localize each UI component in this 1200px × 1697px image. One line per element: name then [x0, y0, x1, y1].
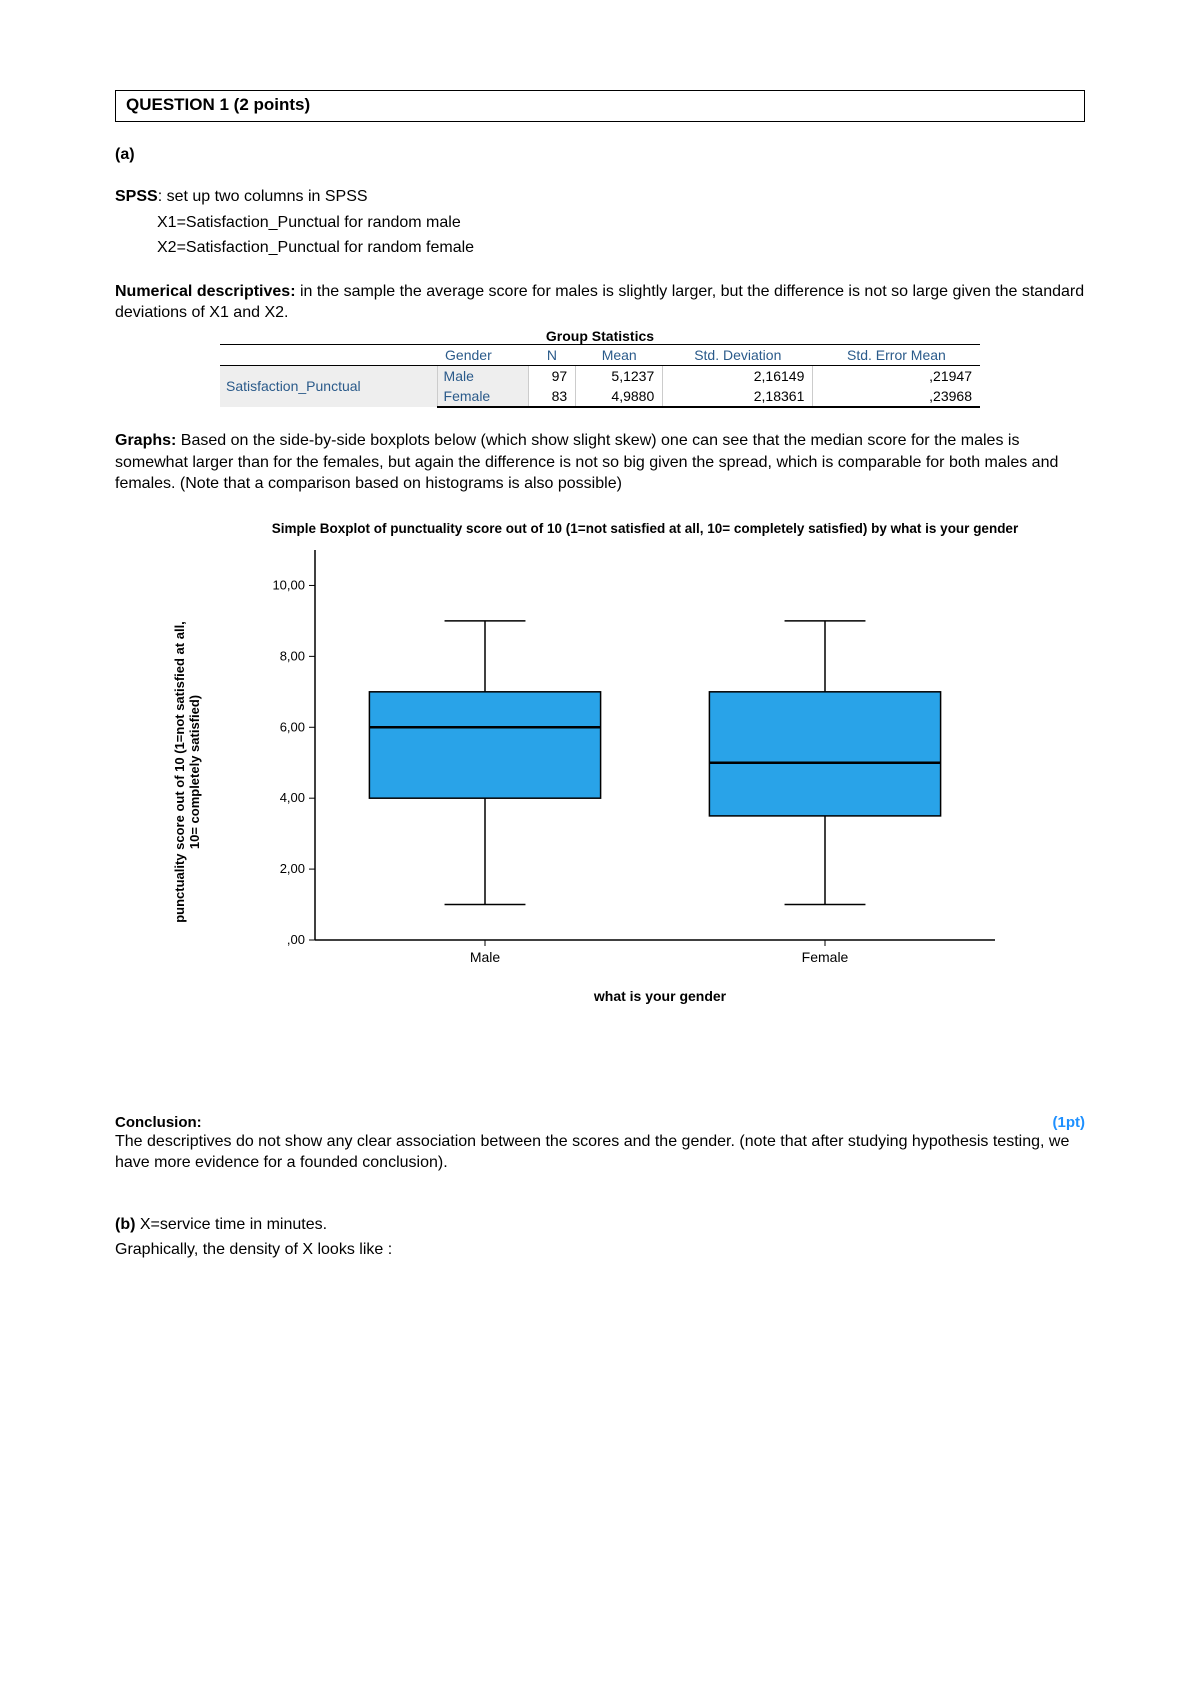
boxplot-chart: punctuality score out of 10 (1=not satis… [245, 540, 1015, 1004]
col-blank [220, 344, 437, 365]
cell-n: 97 [528, 365, 575, 386]
cell-sd: 2,16149 [663, 365, 813, 386]
cell-sem: ,21947 [813, 365, 980, 386]
col-sd: Std. Deviation [663, 344, 813, 365]
part-b-line1: (b) X=service time in minutes. [115, 1214, 1085, 1236]
numerical-descriptives: Numerical descriptives: in the sample th… [115, 281, 1085, 324]
part-b-bold: (b) [115, 1216, 135, 1233]
svg-text:2,00: 2,00 [280, 861, 305, 876]
spss-intro: SPSS: set up two columns in SPSS [115, 186, 1085, 208]
boxplot-svg: ,00 2,00 4,00 6,00 8,00 10,00 Male Female [245, 540, 1015, 970]
question-header: QUESTION 1 (2 points) [115, 90, 1085, 122]
cell-n: 83 [528, 386, 575, 407]
cell-gender: Female [437, 386, 528, 407]
stats-table-title: Group Statistics [115, 328, 1085, 344]
spss-intro-bold: SPSS [115, 188, 158, 205]
boxplot-ylabel: punctuality score out of 10 (1=not satis… [172, 572, 202, 972]
part-a-label: (a) [115, 146, 1085, 164]
svg-text:Female: Female [802, 949, 849, 965]
group-statistics-table: Gender N Mean Std. Deviation Std. Error … [220, 344, 980, 408]
svg-text:,00: ,00 [287, 932, 305, 947]
ylabel-line1: punctuality score out of 10 (1=not satis… [172, 621, 187, 923]
num-desc-bold: Numerical descriptives: [115, 283, 296, 300]
page: QUESTION 1 (2 points) (a) SPSS: set up t… [0, 0, 1200, 1325]
row-label: Satisfaction_Punctual [220, 365, 437, 407]
cell-sem: ,23968 [813, 386, 980, 407]
cell-mean: 4,9880 [576, 386, 663, 407]
conclusion-points: (1pt) [1053, 1114, 1086, 1131]
svg-text:10,00: 10,00 [272, 577, 305, 592]
graphs-bold: Graphs: [115, 432, 176, 449]
svg-text:Male: Male [470, 949, 501, 965]
graphs-text: Based on the side-by-side boxplots below… [115, 432, 1058, 492]
cell-sd: 2,18361 [663, 386, 813, 407]
svg-text:8,00: 8,00 [280, 648, 305, 663]
cell-gender: Male [437, 365, 528, 386]
part-b-line2: Graphically, the density of X looks like… [115, 1239, 1085, 1261]
col-sem: Std. Error Mean [813, 344, 980, 365]
svg-text:4,00: 4,00 [280, 790, 305, 805]
svg-text:6,00: 6,00 [280, 719, 305, 734]
col-gender: Gender [437, 344, 528, 365]
cell-mean: 5,1237 [576, 365, 663, 386]
col-mean: Mean [576, 344, 663, 365]
table-row: Satisfaction_Punctual Male 97 5,1237 2,1… [220, 365, 980, 386]
col-n: N [528, 344, 575, 365]
conclusion-text: The descriptives do not show any clear a… [115, 1131, 1085, 1174]
spss-line-2: X2=Satisfaction_Punctual for random fema… [115, 237, 1085, 259]
part-b-rest: X=service time in minutes. [135, 1216, 327, 1233]
ylabel-line2: 10= completely satisfied) [187, 572, 202, 972]
conclusion-bold: Conclusion: [115, 1114, 202, 1131]
boxplot-title: Simple Boxplot of punctuality score out … [245, 521, 1045, 538]
spss-line-1: X1=Satisfaction_Punctual for random male [115, 212, 1085, 234]
graphs-paragraph: Graphs: Based on the side-by-side boxplo… [115, 430, 1085, 495]
spss-intro-rest: : set up two columns in SPSS [158, 188, 368, 205]
conclusion-header-row: Conclusion: (1pt) [115, 1114, 1085, 1131]
boxplot-xlabel: what is your gender [305, 988, 1015, 1004]
